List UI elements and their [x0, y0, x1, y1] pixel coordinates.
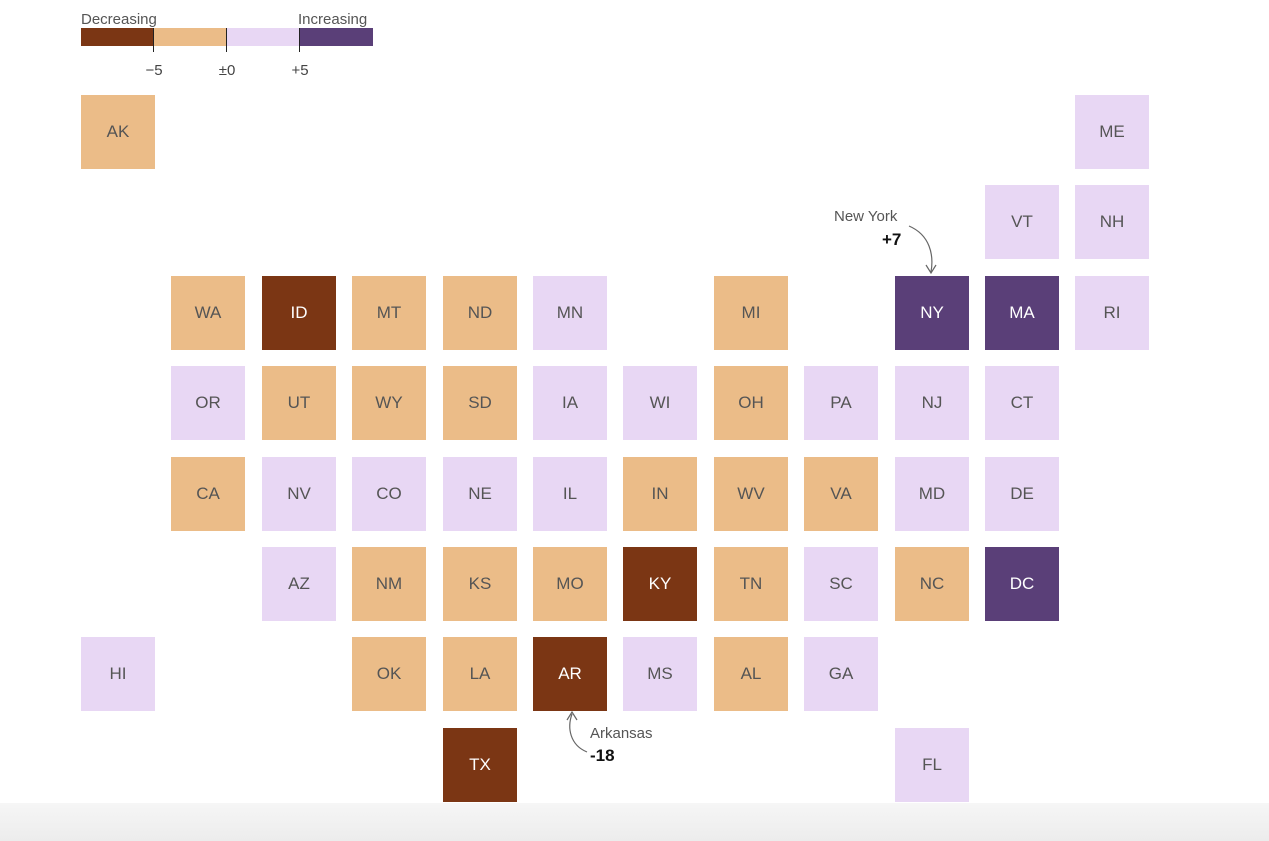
new-york-arrow [908, 225, 933, 273]
state-tile-ok[interactable]: OK [352, 637, 426, 711]
state-tile-ut[interactable]: UT [262, 366, 336, 440]
new-york-arrowhead [925, 264, 937, 275]
state-tile-co[interactable]: CO [352, 457, 426, 531]
state-tile-ar[interactable]: AR [533, 637, 607, 711]
state-tile-il[interactable]: IL [533, 457, 607, 531]
state-tile-nj[interactable]: NJ [895, 366, 969, 440]
legend-tick-mark [226, 28, 227, 52]
state-tile-ny[interactable]: NY [895, 276, 969, 350]
legend-bin-strong-increase [300, 28, 373, 46]
state-tile-ct[interactable]: CT [985, 366, 1059, 440]
state-tile-ri[interactable]: RI [1075, 276, 1149, 350]
state-tile-nd[interactable]: ND [443, 276, 517, 350]
state-tile-ak[interactable]: AK [81, 95, 155, 169]
state-tile-az[interactable]: AZ [262, 547, 336, 621]
legend-bin-increase [227, 28, 300, 46]
state-tile-va[interactable]: VA [804, 457, 878, 531]
state-tile-sd[interactable]: SD [443, 366, 517, 440]
state-tile-ca[interactable]: CA [171, 457, 245, 531]
state-tile-mt[interactable]: MT [352, 276, 426, 350]
state-tile-mo[interactable]: MO [533, 547, 607, 621]
bottom-scroll-strip [0, 803, 1269, 841]
state-tile-me[interactable]: ME [1075, 95, 1149, 169]
legend-increasing-label: Increasing [298, 11, 368, 28]
arkansas-arrowhead [566, 710, 578, 721]
state-tile-tx[interactable]: TX [443, 728, 517, 802]
legend: Decreasing Increasing −5 ±0 +5 [0, 0, 420, 85]
legend-tick-mark [299, 28, 300, 52]
state-tile-tn[interactable]: TN [714, 547, 788, 621]
legend-decreasing-label: Decreasing [81, 11, 157, 28]
state-tile-vt[interactable]: VT [985, 185, 1059, 259]
state-tile-ky[interactable]: KY [623, 547, 697, 621]
state-tile-nv[interactable]: NV [262, 457, 336, 531]
state-tile-nh[interactable]: NH [1075, 185, 1149, 259]
state-tile-wy[interactable]: WY [352, 366, 426, 440]
state-tile-ga[interactable]: GA [804, 637, 878, 711]
state-tile-de[interactable]: DE [985, 457, 1059, 531]
state-tile-wv[interactable]: WV [714, 457, 788, 531]
state-tile-fl[interactable]: FL [895, 728, 969, 802]
state-tile-or[interactable]: OR [171, 366, 245, 440]
legend-bin-decrease [154, 28, 227, 46]
legend-tick-mark [153, 28, 154, 52]
state-tile-ne[interactable]: NE [443, 457, 517, 531]
state-tile-ms[interactable]: MS [623, 637, 697, 711]
new-york-annotation-name: New York [834, 208, 898, 225]
arkansas-annotation-value: -18 [590, 746, 615, 765]
legend-tick-label: ±0 [218, 62, 236, 79]
state-tile-nc[interactable]: NC [895, 547, 969, 621]
state-tile-oh[interactable]: OH [714, 366, 788, 440]
state-tile-sc[interactable]: SC [804, 547, 878, 621]
state-tile-pa[interactable]: PA [804, 366, 878, 440]
state-tile-id[interactable]: ID [262, 276, 336, 350]
new-york-annotation-value: +7 [882, 230, 902, 249]
arkansas-arrow [569, 713, 588, 753]
state-tile-nm[interactable]: NM [352, 547, 426, 621]
state-tile-md[interactable]: MD [895, 457, 969, 531]
legend-bin-strong-decrease [81, 28, 154, 46]
arkansas-annotation-name: Arkansas [590, 725, 653, 742]
state-tile-mi[interactable]: MI [714, 276, 788, 350]
state-tile-wi[interactable]: WI [623, 366, 697, 440]
state-tile-al[interactable]: AL [714, 637, 788, 711]
state-tile-dc[interactable]: DC [985, 547, 1059, 621]
legend-tick-label: −5 [145, 62, 163, 79]
state-tile-ia[interactable]: IA [533, 366, 607, 440]
state-tile-in[interactable]: IN [623, 457, 697, 531]
state-tile-ma[interactable]: MA [985, 276, 1059, 350]
state-tile-wa[interactable]: WA [171, 276, 245, 350]
state-tile-mn[interactable]: MN [533, 276, 607, 350]
state-tile-hi[interactable]: HI [81, 637, 155, 711]
state-tile-ks[interactable]: KS [443, 547, 517, 621]
state-tile-la[interactable]: LA [443, 637, 517, 711]
legend-tick-label: +5 [291, 62, 309, 79]
